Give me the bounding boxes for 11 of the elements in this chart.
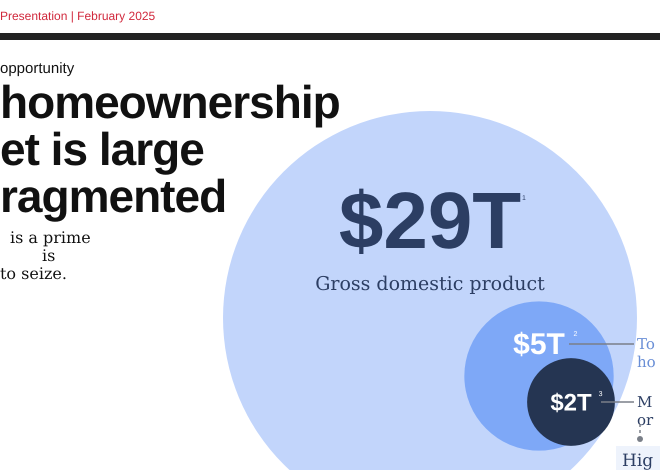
category-label: Gross domestic product — [315, 273, 546, 295]
text: is a prime is to seize. — [0, 228, 91, 283]
text: M or — [637, 393, 654, 429]
text: opportunity — [0, 60, 75, 77]
text: To ho — [637, 335, 656, 371]
text: Hig — [622, 451, 654, 470]
text: Presentation | February 2025 — [0, 9, 156, 23]
data-label: $5T — [513, 328, 565, 361]
data-label: $29T — [338, 176, 522, 265]
data-label: $2T — [550, 389, 592, 416]
text: homeownership et is large ragmented — [0, 76, 340, 222]
